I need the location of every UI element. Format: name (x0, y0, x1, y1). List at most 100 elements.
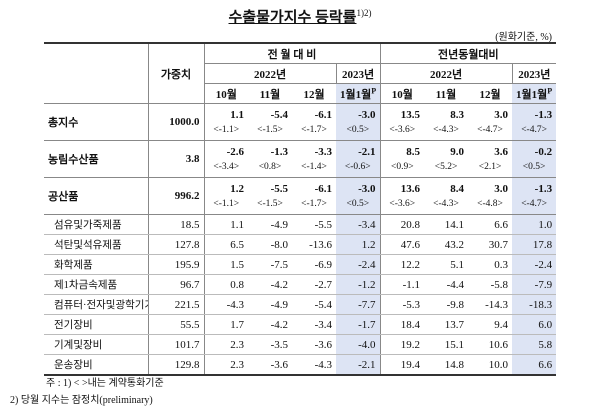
row-label: 농림수산품 (44, 140, 148, 178)
value-cell: -13.6 (292, 234, 336, 255)
value-cell: -7.5 (248, 254, 292, 275)
value-cell: 20.8 (379, 214, 425, 235)
value-cell: 5.8 (512, 334, 557, 355)
weight-header: 가중치 (147, 42, 204, 104)
footnote: 주 : 1) < >내는 계약통화기준 (46, 378, 164, 389)
value-cell: -3.5 (248, 334, 292, 355)
header-row: 2022년 2023년 2022년 2023년 (44, 63, 557, 84)
value-cell: -4.9 (248, 294, 292, 315)
weight-cell: 101.7 (147, 334, 204, 355)
value-cell: 14.1 (424, 214, 469, 235)
month-header: 10월 (203, 83, 248, 104)
month-header: 11월 (424, 83, 469, 104)
value: -0.2 (534, 146, 553, 158)
contract-value: <-1.7> (301, 199, 327, 209)
value-cell: -4.4 (424, 274, 469, 295)
value: -2.1 (358, 146, 376, 158)
value-cell: -0.2 <0.5> (512, 140, 557, 178)
minor-row: 기계및장비 101.7 2.3 -3.5 -3.6 -4.0 19.2 15.1 10.6 5.8 (44, 334, 557, 355)
value-cell: -2.4 (336, 254, 381, 275)
contract-value: <5.2> (434, 162, 458, 172)
major-row: 농림수산품 3.8 -2.6 <-3.4> -1.3 <0.8> -3.3 <-1.4> -2.… (44, 140, 557, 178)
value: 1.2 (230, 183, 244, 195)
prelim-mark: P (371, 85, 377, 95)
contract-value: <-4.7> (521, 125, 547, 135)
value-cell: -7.9 (512, 274, 557, 295)
footnote: 2) 당월 지수는 잠정치(preliminary) (10, 395, 153, 406)
contract-value: <-1.4> (301, 162, 327, 172)
contract-value: <-4.7> (521, 199, 547, 209)
value: 9.0 (450, 146, 465, 158)
value-cell: 1.2 (336, 234, 381, 255)
contract-value: <0.5> (346, 125, 370, 135)
value-cell: 1.1 (203, 214, 248, 235)
value-cell: 8.3 <-4.3> (424, 103, 469, 141)
value-cell: 0.8 (203, 274, 248, 295)
value-cell: -8.0 (248, 234, 292, 255)
value-cell: 1.5 (203, 254, 248, 275)
contract-value: <0.9> (391, 162, 414, 172)
value: 8.5 (406, 146, 421, 158)
weight-cell: 3.8 (147, 140, 204, 178)
value-cell: -9.8 (424, 294, 469, 315)
row-label: 총지수 (44, 103, 148, 141)
value-cell: 13.6 <-3.6> (379, 177, 425, 215)
contract-value: <-3.6> (389, 199, 416, 209)
month-text: 1월 (531, 88, 548, 101)
value: 3.0 (494, 109, 509, 121)
weight-cell: 96.7 (147, 274, 204, 295)
value-cell: 13.7 (424, 314, 469, 335)
group-header: 전 월 대 비 (203, 42, 381, 64)
value: 3.6 (494, 146, 509, 158)
month-header: 12월 (468, 83, 513, 104)
value-cell: -4.2 (248, 314, 292, 335)
weight-cell: 129.8 (147, 354, 204, 376)
minor-row: 화학제품 195.9 1.5 -7.5 -6.9 -2.4 12.2 5.1 0.3 -2.4 (44, 254, 557, 275)
value-cell: -2.7 (292, 274, 336, 295)
value-cell: 47.6 (379, 234, 425, 255)
value-cell: 6.6 (468, 214, 513, 235)
row-label: 제1차금속제품 (44, 274, 148, 295)
value: -5.5 (270, 183, 288, 195)
value-cell: 0.3 (468, 254, 513, 275)
value-cell: 12.2 (379, 254, 425, 275)
contract-value: <0.8> (258, 162, 282, 172)
value-cell: 8.4 <-4.3> (424, 177, 469, 215)
month-header: 10월 (379, 83, 425, 104)
value-cell: 3.0 <-4.7> (468, 103, 513, 141)
value: 3.0 (494, 183, 509, 195)
value: -6.1 (314, 109, 332, 121)
title-note: 1)2) (356, 8, 372, 18)
value-cell: 19.4 (379, 354, 425, 376)
corner-cell (44, 42, 148, 104)
row-label: 섬유및가죽제품 (44, 214, 148, 235)
minor-row: 섬유및가죽제품 18.5 1.1 -4.9 -5.5 -3.4 20.8 14.1 6.6 1.0 (44, 214, 557, 235)
contract-value: <-1.1> (213, 125, 240, 135)
weight-cell: 195.9 (147, 254, 204, 275)
major-row: 총지수 1000.0 1.1 <-1.1> -5.4 <-1.5> -6.1 <-1.7> -3… (44, 103, 557, 141)
weight-cell: 996.2 (147, 177, 204, 215)
value-cell: -2.4 (512, 254, 557, 275)
value-cell: 6.6 (512, 354, 557, 376)
value-cell: -3.3 <-1.4> (292, 140, 336, 178)
value-cell: -6.1 <-1.7> (292, 103, 336, 141)
row-label: 운송장비 (44, 354, 148, 376)
row-label: 기계및장비 (44, 334, 148, 355)
value: -1.3 (270, 146, 288, 158)
value-cell: -3.6 (292, 334, 336, 355)
value-cell: -4.0 (336, 334, 381, 355)
row-label: 컴퓨터·전자및광학기기 (44, 294, 148, 315)
weight-cell: 18.5 (147, 214, 204, 235)
value-cell: -5.4 (292, 294, 336, 315)
minor-row: 컴퓨터·전자및광학기기 221.5 -4.3 -4.9 -5.4 -7.7 -5.3 -9.8… (44, 294, 557, 315)
weight-cell: 221.5 (147, 294, 204, 315)
contract-value: <-1.5> (257, 199, 283, 209)
contract-value: <-4.8> (477, 199, 503, 209)
title: 수출물가지수 등락률1)2) (0, 6, 600, 27)
minor-row: 운송장비 129.8 2.3 -3.6 -4.3 -2.1 19.4 14.8 10.0 6.6 (44, 354, 557, 376)
value: 13.6 (400, 183, 421, 195)
value-cell: 3.6 <2.1> (468, 140, 513, 178)
header-row: 가중치 전 월 대 비 전년동월대비 (44, 42, 557, 104)
value-cell: -5.4 <-1.5> (248, 103, 292, 141)
